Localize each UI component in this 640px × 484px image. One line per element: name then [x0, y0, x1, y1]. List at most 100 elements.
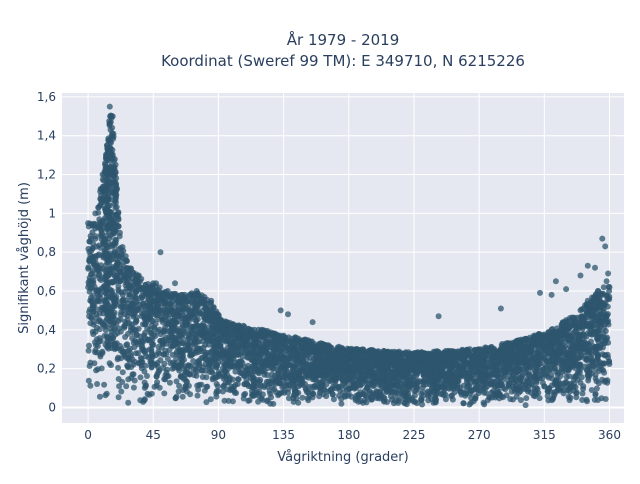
scatter-point	[208, 396, 214, 402]
scatter-point	[138, 374, 144, 380]
scatter-point	[370, 383, 376, 389]
scatter-point	[89, 279, 95, 285]
scatter-point	[202, 349, 208, 355]
scatter-point	[161, 390, 167, 396]
scatter-point	[122, 297, 128, 303]
scatter-point	[200, 323, 206, 329]
scatter-point	[596, 368, 602, 374]
scatter-point	[420, 382, 426, 388]
scatter-point	[269, 384, 275, 390]
scatter-point	[406, 398, 412, 404]
scatter-point	[122, 353, 128, 359]
scatter-point	[154, 373, 160, 379]
scatter-point	[449, 392, 455, 398]
scatter-point	[565, 334, 571, 340]
scatter-point	[317, 380, 323, 386]
scatter-point	[94, 381, 100, 387]
scatter-point	[579, 374, 585, 380]
scatter-point	[223, 375, 229, 381]
scatter-point	[577, 362, 583, 368]
scatter-point	[264, 344, 270, 350]
scatter-point	[314, 371, 320, 377]
scatter-point	[215, 336, 221, 342]
scatter-point	[587, 331, 593, 337]
scatter-point	[573, 345, 579, 351]
scatter-point	[600, 292, 606, 298]
scatter-point	[309, 384, 315, 390]
scatter-point	[125, 364, 131, 370]
scatter-point	[124, 280, 130, 286]
scatter-point	[338, 371, 344, 377]
scatter-point	[262, 363, 268, 369]
scatter-point	[353, 395, 359, 401]
scatter-point	[187, 353, 193, 359]
scatter-point	[389, 397, 395, 403]
scatter-point	[507, 348, 513, 354]
scatter-point	[144, 373, 150, 379]
scatter-point	[300, 382, 306, 388]
scatter-point	[488, 348, 494, 354]
scatter-point	[185, 341, 191, 347]
scatter-point	[286, 386, 292, 392]
scatter-point	[174, 326, 180, 332]
scatter-point	[305, 395, 311, 401]
scatter-point	[412, 399, 418, 405]
scatter-point	[121, 325, 127, 331]
scatter-point	[381, 395, 387, 401]
scatter-point	[130, 325, 136, 331]
scatter-point	[234, 362, 240, 368]
scatter-point	[357, 383, 363, 389]
scatter-point	[86, 348, 92, 354]
scatter-point	[523, 402, 529, 408]
scatter-point	[425, 389, 431, 395]
scatter-point	[90, 241, 96, 247]
scatter-point	[296, 377, 302, 383]
scatter-point	[487, 374, 493, 380]
scatter-point	[195, 316, 201, 322]
scatter-point	[498, 351, 504, 357]
scatter-point	[384, 388, 390, 394]
scatter-point	[187, 372, 193, 378]
scatter-point	[497, 375, 503, 381]
scatter-point	[487, 395, 493, 401]
scatter-point	[104, 391, 110, 397]
scatter-point	[313, 363, 319, 369]
scatter-point	[169, 325, 175, 331]
scatter-point	[579, 340, 585, 346]
scatter-point	[220, 327, 226, 333]
scatter-point	[299, 395, 305, 401]
scatter-point	[157, 357, 163, 363]
scatter-point	[227, 387, 233, 393]
scatter-point	[283, 367, 289, 373]
scatter-point	[167, 380, 173, 386]
scatter-point	[505, 354, 511, 360]
scatter-point	[366, 350, 372, 356]
scatter-point	[305, 363, 311, 369]
scatter-point	[599, 377, 605, 383]
scatter-point	[289, 377, 295, 383]
scatter-point	[561, 381, 567, 387]
scatter-point	[134, 332, 140, 338]
scatter-point	[87, 360, 93, 366]
scatter-point	[118, 389, 124, 395]
scatter-point	[433, 397, 439, 403]
scatter-point	[222, 398, 228, 404]
scatter-point	[195, 329, 201, 335]
scatter-point	[500, 368, 506, 374]
scatter-point	[395, 400, 401, 406]
scatter-point	[606, 359, 612, 365]
scatter-point	[566, 373, 572, 379]
scatter-point	[229, 339, 235, 345]
scatter-point	[592, 392, 598, 398]
scatter-point	[356, 376, 362, 382]
scatter-point	[280, 361, 286, 367]
scatter-point	[454, 362, 460, 368]
scatter-point	[214, 381, 220, 387]
scatter-point	[128, 351, 134, 357]
scatter-point	[589, 387, 595, 393]
scatter-point	[96, 319, 102, 325]
scatter-point	[580, 320, 586, 326]
scatter-point	[125, 400, 131, 406]
